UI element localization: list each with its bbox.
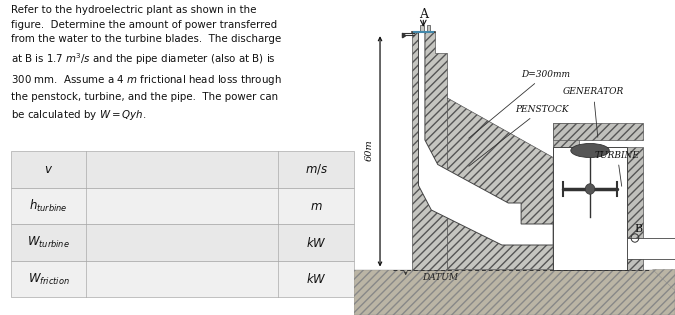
Bar xyxy=(354,270,675,315)
Text: Refer to the hydroelectric plant as shown in the
figure.  Determine the amount o: Refer to the hydroelectric plant as show… xyxy=(11,5,281,122)
Text: $kW$: $kW$ xyxy=(306,236,327,249)
Polygon shape xyxy=(448,98,554,270)
Polygon shape xyxy=(554,123,578,270)
Bar xyxy=(627,238,675,259)
Text: $kW$: $kW$ xyxy=(306,272,327,286)
Text: D=300mm: D=300mm xyxy=(468,70,570,138)
Polygon shape xyxy=(627,147,643,270)
Bar xyxy=(11,224,354,261)
Polygon shape xyxy=(554,123,643,140)
Text: DATUM: DATUM xyxy=(422,273,458,282)
Text: $W_{turbine}$: $W_{turbine}$ xyxy=(27,235,70,250)
Text: $m/s$: $m/s$ xyxy=(304,163,328,176)
Text: $W_{friction}$: $W_{friction}$ xyxy=(28,272,70,287)
Text: $v$: $v$ xyxy=(44,163,53,176)
Text: $m$: $m$ xyxy=(310,199,323,213)
Text: 60m: 60m xyxy=(364,140,373,161)
Ellipse shape xyxy=(571,144,610,158)
Bar xyxy=(11,188,354,224)
Circle shape xyxy=(585,184,595,194)
Polygon shape xyxy=(653,270,675,290)
Bar xyxy=(11,261,354,297)
Bar xyxy=(427,25,431,32)
Bar xyxy=(11,151,354,188)
Text: TURBINE: TURBINE xyxy=(595,151,640,186)
Text: GENERATOR: GENERATOR xyxy=(563,88,624,137)
Text: A: A xyxy=(418,8,428,20)
Polygon shape xyxy=(402,33,406,38)
Polygon shape xyxy=(418,32,554,245)
Bar xyxy=(554,147,627,270)
Bar xyxy=(420,25,424,32)
Text: PENSTOCK: PENSTOCK xyxy=(468,105,568,166)
Polygon shape xyxy=(412,32,448,270)
Text: $h_{turbine}$: $h_{turbine}$ xyxy=(29,198,68,214)
Text: B: B xyxy=(634,224,642,234)
